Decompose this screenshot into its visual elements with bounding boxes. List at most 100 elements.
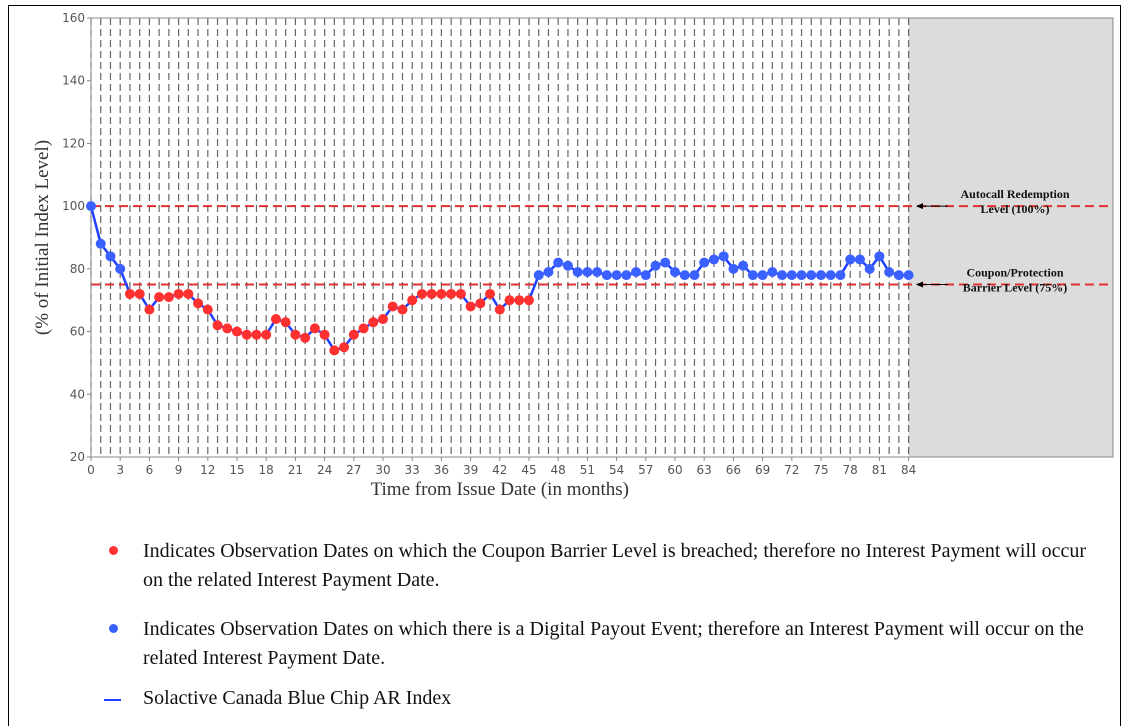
- x-tick-label: 12: [200, 463, 215, 477]
- x-tick-label: 60: [667, 463, 682, 477]
- observation-dot: [300, 332, 311, 343]
- y-tick-label: 120: [62, 136, 85, 150]
- observation-dot: [280, 317, 291, 328]
- reference-label: Barrier Level (75%): [963, 281, 1067, 295]
- observation-dot: [884, 266, 895, 277]
- observation-dot: [845, 254, 856, 265]
- observation-dot: [796, 270, 807, 281]
- observation-dot: [524, 295, 534, 306]
- observation-dot: [533, 270, 544, 281]
- observation-dot: [407, 295, 418, 306]
- observation-dot: [514, 295, 525, 306]
- x-tick-label: 54: [609, 463, 624, 477]
- observation-dot: [95, 238, 106, 249]
- observation-dot: [893, 270, 904, 281]
- observation-dot: [115, 263, 126, 274]
- observation-dot: [416, 288, 427, 299]
- observation-dot: [874, 251, 885, 262]
- observation-dot: [650, 260, 661, 271]
- observation-dot: [738, 260, 749, 271]
- observation-dot: [777, 270, 788, 281]
- observation-dot: [543, 266, 554, 277]
- x-tick-label: 75: [813, 463, 828, 477]
- observation-dot: [816, 270, 826, 281]
- y-tick-label: 40: [70, 387, 85, 401]
- observation-dot: [251, 329, 262, 340]
- observation-dot: [397, 304, 408, 315]
- observation-dot: [232, 326, 242, 337]
- observation-dot: [348, 329, 359, 340]
- x-tick-label: 48: [551, 463, 566, 477]
- observation-dot: [144, 304, 155, 315]
- x-tick-label: 18: [259, 463, 274, 477]
- observation-dot: [786, 270, 797, 281]
- observation-dot: [854, 254, 865, 265]
- shaded-region: [908, 18, 1113, 457]
- observation-dot: [553, 257, 564, 268]
- observation-dot: [679, 270, 690, 281]
- observation-dot: [562, 260, 573, 271]
- observation-dot: [368, 317, 379, 328]
- observation-dot: [86, 201, 96, 212]
- x-tick-label: 51: [580, 463, 595, 477]
- x-tick-label: 36: [434, 463, 449, 477]
- observation-dot: [261, 329, 272, 340]
- reference-label: Level (100%): [981, 202, 1050, 216]
- x-tick-label: 30: [375, 463, 390, 477]
- observation-dot: [426, 288, 437, 299]
- breach-marker: [109, 546, 118, 555]
- x-tick-label: 15: [229, 463, 244, 477]
- observation-dot: [212, 320, 223, 331]
- x-tick-label: 72: [784, 463, 799, 477]
- plot-border: [90, 17, 1114, 458]
- observation-dot: [202, 304, 213, 315]
- x-tick-label: 57: [638, 463, 653, 477]
- arrow-head: [916, 203, 923, 210]
- observation-dot: [241, 329, 252, 340]
- observation-dot: [134, 288, 145, 299]
- observation-dot: [611, 270, 622, 281]
- observation-dot: [183, 288, 194, 299]
- x-tick-label: 6: [146, 463, 154, 477]
- arrow-head: [916, 281, 923, 288]
- observation-dot: [446, 288, 457, 299]
- observation-dot: [329, 345, 340, 356]
- payout-marker: [109, 624, 118, 633]
- observation-dot: [193, 298, 204, 309]
- y-tick-label: 100: [62, 199, 85, 213]
- observation-dot: [485, 288, 496, 299]
- x-tick-label: 27: [346, 463, 361, 477]
- observation-dot: [173, 288, 184, 299]
- observation-dot: [270, 314, 281, 325]
- observation-dot: [494, 304, 505, 315]
- observation-dot: [124, 288, 135, 299]
- observation-dot: [339, 342, 350, 353]
- x-tick-label: 69: [755, 463, 770, 477]
- y-tick-label: 160: [62, 11, 85, 25]
- x-tick-label: 39: [463, 463, 478, 477]
- observation-dot: [572, 266, 583, 277]
- y-tick-label: 80: [70, 262, 85, 276]
- observation-dot: [358, 323, 369, 334]
- x-tick-label: 42: [492, 463, 507, 477]
- x-tick-label: 0: [87, 463, 95, 477]
- observation-dot: [455, 288, 466, 299]
- observation-dot: [708, 254, 719, 265]
- x-tick-label: 21: [288, 463, 303, 477]
- observation-dot: [757, 270, 768, 281]
- y-tick-label: 20: [70, 450, 85, 464]
- observation-dot: [806, 270, 817, 281]
- x-tick-label: 63: [697, 463, 712, 477]
- x-tick-label: 33: [405, 463, 420, 477]
- x-tick-label: 3: [116, 463, 124, 477]
- observation-dot: [309, 323, 320, 334]
- observation-dot: [747, 270, 758, 281]
- observation-dot: [378, 314, 388, 325]
- observation-dot: [465, 301, 476, 312]
- observation-dot: [222, 323, 233, 334]
- line-marker: [104, 699, 121, 701]
- observation-dot: [728, 263, 739, 274]
- observation-dot: [621, 270, 632, 281]
- x-tick-label: 81: [872, 463, 887, 477]
